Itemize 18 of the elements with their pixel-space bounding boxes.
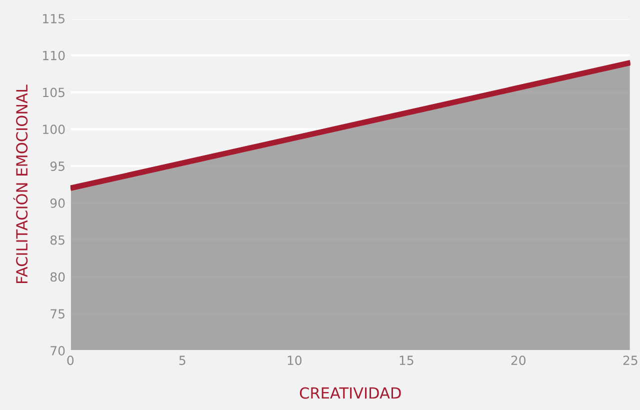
x-tick-label: 10 [288, 356, 302, 366]
y-axis-title: FACILITACIÓN EMOCIONAL [13, 84, 28, 284]
y-tick-label: 105 [43, 88, 64, 98]
y-tick-label: 100 [43, 124, 65, 134]
x-tick-label: 25 [623, 356, 638, 366]
y-tick-label: 95 [50, 162, 64, 171]
x-tick-label: 15 [400, 356, 414, 366]
x-tick-label: 20 [511, 356, 526, 366]
y-tick-label: 90 [50, 198, 65, 208]
y-tick-label: 70 [50, 346, 65, 356]
y-tick-label: 85 [50, 235, 64, 245]
x-tick-label: 0 [67, 356, 74, 366]
y-tick-label: 80 [50, 272, 65, 282]
y-tick-label: 115 [43, 14, 64, 24]
x-axis-title: CREATIVIDAD [300, 387, 401, 399]
x-tick-label: 5 [179, 356, 186, 366]
y-tick-label: 110 [43, 50, 65, 60]
y-tick-label: 75 [50, 309, 64, 319]
